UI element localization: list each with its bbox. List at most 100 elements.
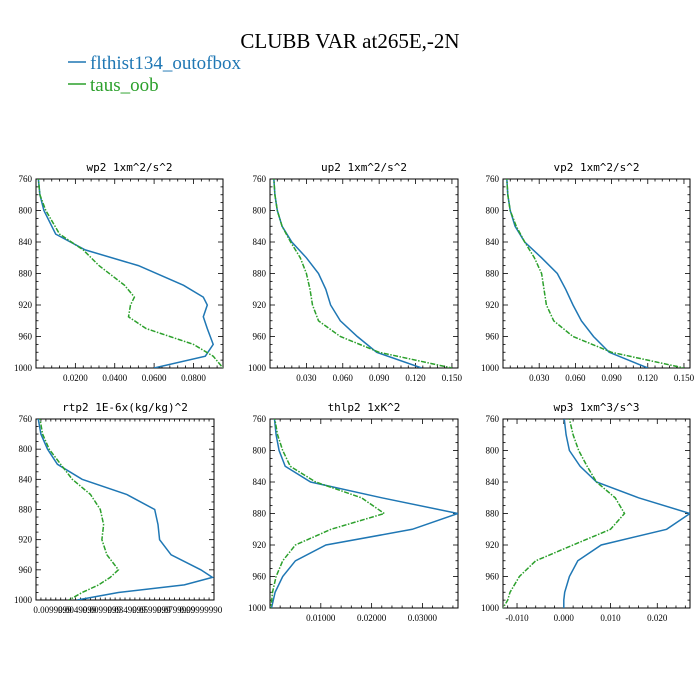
y-tick-label: 800	[486, 206, 500, 216]
y-tick-label: 880	[486, 509, 500, 519]
y-tick-label: 760	[253, 174, 267, 184]
y-tick-label: 920	[486, 540, 500, 550]
y-tick-label: 840	[253, 237, 267, 247]
panel-frame	[35, 418, 215, 601]
series-line-flthist134-outofbox	[37, 179, 215, 368]
x-tick-label: 0.060	[333, 373, 354, 383]
y-tick-label: 1000	[14, 595, 33, 605]
y-tick-label: 880	[253, 509, 267, 519]
x-tick-label: 0.090	[601, 373, 622, 383]
y-tick-label: 880	[486, 269, 500, 279]
x-tick-label: 0.0600	[142, 373, 167, 383]
x-tick-label: 0.0099999	[33, 605, 72, 615]
x-tick-label: 0.09999990	[179, 605, 222, 615]
x-tick-label: 0.0049999	[58, 605, 97, 615]
y-tick-label: 840	[253, 477, 267, 487]
y-tick-label: 1000	[481, 363, 500, 373]
y-tick-label: 920	[253, 300, 267, 310]
y-tick-label: 960	[19, 565, 33, 575]
y-tick-label: 1000	[248, 603, 267, 613]
y-tick-label: 760	[19, 174, 33, 184]
panel-title: vp2 1xm^2/s^2	[553, 161, 639, 174]
x-tick-label: 0.0799999	[157, 605, 196, 615]
panel-3: vp2 1xm^2/s^2 760 800 840 880 920 960 1000 0.030…	[481, 161, 695, 383]
legend-label-series-2: taus_oob	[90, 75, 159, 96]
y-tick-label: 1000	[14, 363, 33, 373]
y-tick-label: 960	[253, 332, 267, 342]
y-tick-label: 800	[486, 446, 500, 456]
y-tick-label: 840	[19, 474, 33, 484]
y-tick-label: 800	[253, 446, 267, 456]
panel-frame	[35, 178, 224, 369]
y-tick-label: 880	[19, 505, 33, 515]
x-tick-label: 0.150	[674, 373, 695, 383]
panel-title: rtp2 1E-6x(kg/kg)^2	[62, 401, 188, 414]
series-line-taus-oob	[506, 179, 685, 368]
x-tick-label: 0.120	[638, 373, 659, 383]
y-tick-label: 920	[253, 540, 267, 550]
y-tick-label: 880	[253, 269, 267, 279]
y-tick-label: 960	[253, 572, 267, 582]
series-line-flthist134-outofbox	[270, 419, 458, 608]
panel-1: wp2 1xm^2/s^2 760 800 840 880 920 960 1000 0.020…	[14, 161, 224, 383]
series-line-taus-oob	[503, 419, 626, 608]
y-tick-label: 920	[486, 300, 500, 310]
series-line-flthist134-outofbox	[563, 419, 690, 608]
legend: flthist134_outofbox taus_oob	[68, 53, 241, 96]
x-tick-label: 0.0400	[102, 373, 127, 383]
x-tick-label: 0.030	[296, 373, 317, 383]
y-tick-label: 800	[253, 206, 267, 216]
series-line-taus-oob	[39, 419, 120, 600]
panels: wp2 1xm^2/s^2 760 800 840 880 920 960 1000 0.020…	[14, 161, 695, 623]
panel-title: wp2 1xm^2/s^2	[86, 161, 172, 174]
y-tick-label: 760	[253, 414, 267, 424]
x-tick-label: 0.060	[565, 373, 586, 383]
panel-title: wp3 1xm^3/s^3	[553, 401, 639, 414]
panel-frame	[269, 178, 459, 369]
x-tick-label: 0.020	[647, 613, 668, 623]
y-tick-label: 960	[486, 572, 500, 582]
y-tick-label: 880	[19, 269, 33, 279]
x-tick-label: 0.120	[405, 373, 426, 383]
panel-5: thlp2 1xK^2 760 800 840 880 920 960 1000 0.01000…	[248, 401, 459, 623]
panel-frame	[269, 418, 459, 609]
x-tick-label: 0.0349999	[108, 605, 147, 615]
series-line-flthist134-outofbox	[273, 179, 422, 368]
y-tick-label: 920	[19, 535, 33, 545]
series-line-taus-oob	[270, 419, 387, 608]
series-line-flthist134-outofbox	[37, 419, 214, 600]
x-tick-label: 0.090	[369, 373, 390, 383]
x-tick-label: 0.02000	[357, 613, 387, 623]
series-line-taus-oob	[273, 179, 453, 368]
x-tick-label: 0.150	[442, 373, 463, 383]
y-tick-label: 960	[486, 332, 500, 342]
x-tick-label: -0.010	[505, 613, 529, 623]
x-tick-label: 0.0099999	[83, 605, 122, 615]
y-tick-label: 760	[19, 414, 33, 424]
y-tick-label: 840	[486, 237, 500, 247]
panel-title: up2 1xm^2/s^2	[321, 161, 407, 174]
x-tick-label: 0.0599999	[132, 605, 171, 615]
y-tick-label: 840	[19, 237, 33, 247]
panel-2: up2 1xm^2/s^2 760 800 840 880 920 960 1000 0.030…	[248, 161, 463, 383]
series-line-taus-oob	[37, 179, 223, 368]
legend-label-series-1: flthist134_outofbox	[90, 53, 241, 74]
y-tick-label: 1000	[248, 363, 267, 373]
y-tick-label: 760	[486, 414, 500, 424]
x-tick-label: 0.0800	[181, 373, 206, 383]
panel-title: thlp2 1xK^2	[328, 401, 401, 414]
x-tick-label: 0.030	[529, 373, 550, 383]
x-tick-label: 0.03000	[408, 613, 438, 623]
panel-4: rtp2 1E-6x(kg/kg)^2 760 800 840 880 920 960 100…	[14, 401, 223, 615]
y-tick-label: 960	[19, 332, 33, 342]
y-tick-label: 1000	[481, 603, 500, 613]
series-line-flthist134-outofbox	[506, 179, 649, 368]
x-tick-label: 0.0200	[63, 373, 88, 383]
figure-title: CLUBB VAR at265E,-2N	[240, 29, 459, 53]
y-tick-label: 920	[19, 300, 33, 310]
y-tick-label: 800	[19, 444, 33, 454]
panel-6: wp3 1xm^3/s^3 760 800 840 880 920 960 1000 -0.01…	[481, 401, 691, 623]
x-tick-label: 0.000	[554, 613, 575, 623]
x-tick-label: 0.01000	[306, 613, 336, 623]
